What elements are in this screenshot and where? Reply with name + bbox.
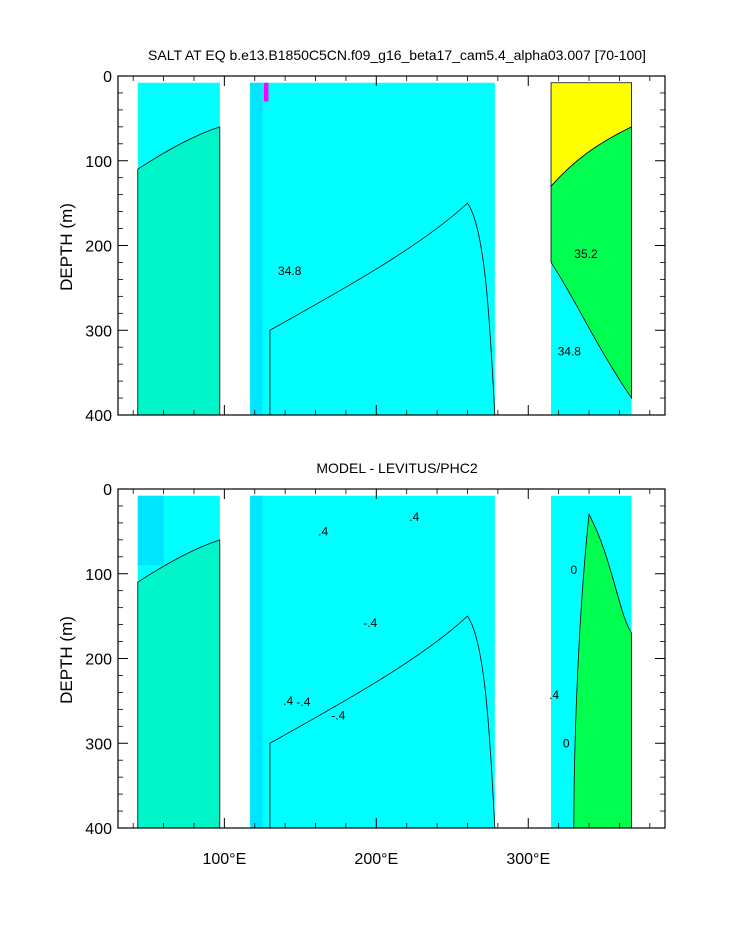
pacific-west-tongue xyxy=(250,82,263,415)
contour-fill-indian xyxy=(137,126,221,416)
pacific-ocean-region xyxy=(250,495,495,828)
panel-top: SALT AT EQ b.e13.B1850C5CN.f09_g16_beta1… xyxy=(57,47,666,425)
pacific-extreme-patch xyxy=(263,82,269,102)
y-tick-label: 400 xyxy=(85,408,112,425)
contour-label: .4 xyxy=(283,694,293,708)
y-axis-label-top: DEPTH (m) xyxy=(57,203,76,291)
contour-label: -.4 xyxy=(296,695,310,709)
indian-negative-anomaly xyxy=(137,495,164,566)
contour-label: 0 xyxy=(563,736,570,750)
y-tick-label: 0 xyxy=(103,69,112,86)
y-tick-label: 400 xyxy=(85,821,112,838)
contour-label: 34.8 xyxy=(278,264,302,278)
y-tick-label: 300 xyxy=(85,736,112,753)
y-tick-label: 200 xyxy=(85,652,112,669)
y-axis-label-bottom: DEPTH (m) xyxy=(57,616,76,704)
contour-label: .4 xyxy=(549,688,559,702)
atlantic-positive-anomaly xyxy=(573,513,632,829)
pacific-ocean-region xyxy=(250,82,495,415)
atlantic-mid-salinity xyxy=(550,126,632,400)
y-tick-label: 0 xyxy=(103,482,112,499)
x-tick-label: 200°E xyxy=(354,851,398,868)
y-tick-label: 300 xyxy=(85,323,112,340)
contour-fill-indian xyxy=(137,539,221,829)
contour-label: 34.8 xyxy=(558,345,582,359)
contour-label: .4 xyxy=(318,525,328,539)
y-tick-label: 100 xyxy=(85,154,112,171)
contour-label: 35.2 xyxy=(574,247,598,261)
y-tick-label: 200 xyxy=(85,239,112,256)
contour-label: 0 xyxy=(570,563,577,577)
contour-label: -.4 xyxy=(331,709,345,723)
y-tick-label: 100 xyxy=(85,567,112,584)
chart-title-bottom: MODEL - LEVITUS/PHC2 xyxy=(316,460,478,476)
plot-area-top: 0 100 200 300 400 34.8 35.2 34.8 xyxy=(85,69,666,425)
chart-title-top: SALT AT EQ b.e13.B1850C5CN.f09_g16_beta1… xyxy=(148,47,646,63)
panel-bottom: MODEL - LEVITUS/PHC2 0 100 200 300 400 100°E 2… xyxy=(57,460,666,868)
contour-line-pacific xyxy=(269,615,496,829)
contour-label: -.4 xyxy=(363,616,377,630)
x-tick-label: 100°E xyxy=(202,851,246,868)
pacific-west-tongue xyxy=(250,495,263,828)
contour-label: .4 xyxy=(409,510,419,524)
x-tick-label: 300°E xyxy=(506,851,550,868)
contour-line-pacific xyxy=(269,202,496,416)
